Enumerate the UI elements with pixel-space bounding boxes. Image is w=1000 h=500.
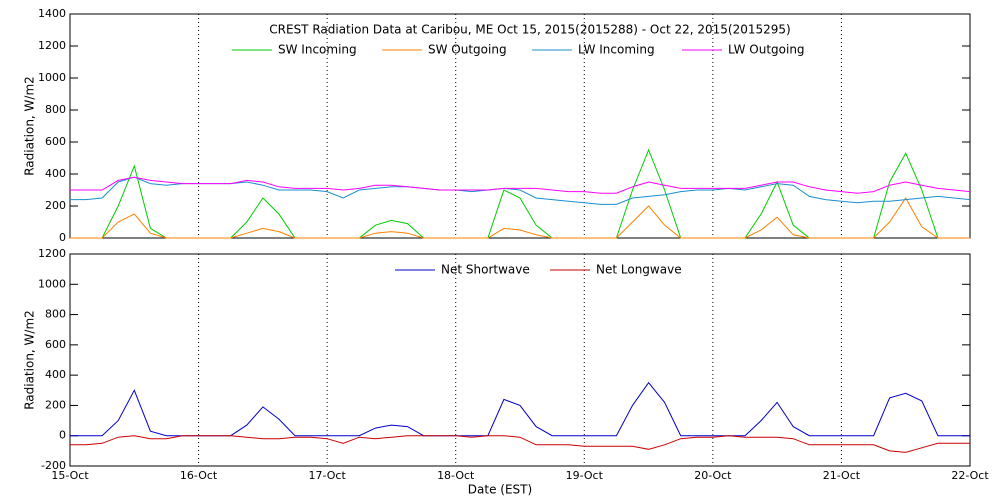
plot-frame <box>69 253 971 467</box>
series-line <box>70 148 970 239</box>
legend-label: LW Incoming <box>578 43 655 57</box>
y-axis-label: Radiation, W/m2 <box>23 76 37 176</box>
series-line <box>70 435 970 453</box>
y-tick-label: 800 <box>45 103 66 116</box>
y-tick-label: 400 <box>45 167 66 180</box>
x-tick-label: 18-Oct <box>437 469 475 482</box>
legend-label: Net Longwave <box>596 263 682 277</box>
y-tick-label: 1200 <box>38 247 66 260</box>
y-tick-label: 800 <box>45 308 66 321</box>
y-tick-label: 600 <box>45 338 66 351</box>
series-line <box>70 176 971 194</box>
y-tick-label: 600 <box>45 135 66 148</box>
legend-label: SW Outgoing <box>428 43 507 57</box>
y-tick-label: 400 <box>45 368 66 381</box>
y-tick-label: 0 <box>59 429 66 442</box>
y-tick-label: 1200 <box>38 39 66 52</box>
x-tick-label: 17-Oct <box>308 469 346 482</box>
plot-frame <box>69 13 971 239</box>
x-tick-label: 19-Oct <box>566 469 604 482</box>
legend-label: Net Shortwave <box>441 263 530 277</box>
series-line <box>70 381 970 437</box>
y-tick-label: 1000 <box>38 277 66 290</box>
x-tick-label: 20-Oct <box>694 469 732 482</box>
x-tick-label: 15-Oct <box>51 469 89 482</box>
x-tick-label: 22-Oct <box>951 469 989 482</box>
y-tick-label: -200 <box>41 459 66 472</box>
y-tick-label: 0 <box>59 231 66 244</box>
y-axis-label: Radiation, W/m2 <box>23 310 37 410</box>
series-line <box>70 197 970 239</box>
legend-label: LW Outgoing <box>728 43 805 57</box>
x-tick-label: 21-Oct <box>823 469 861 482</box>
y-tick-label: 200 <box>45 199 66 212</box>
x-axis-label: Date (EST) <box>468 483 532 497</box>
y-tick-label: 200 <box>45 398 66 411</box>
chart-title: CREST Radiation Data at Caribou, ME Oct … <box>269 23 790 37</box>
legend-label: SW Incoming <box>278 43 357 57</box>
y-tick-label: 1400 <box>38 7 66 20</box>
y-tick-label: 1000 <box>38 71 66 84</box>
x-tick-label: 16-Oct <box>180 469 218 482</box>
